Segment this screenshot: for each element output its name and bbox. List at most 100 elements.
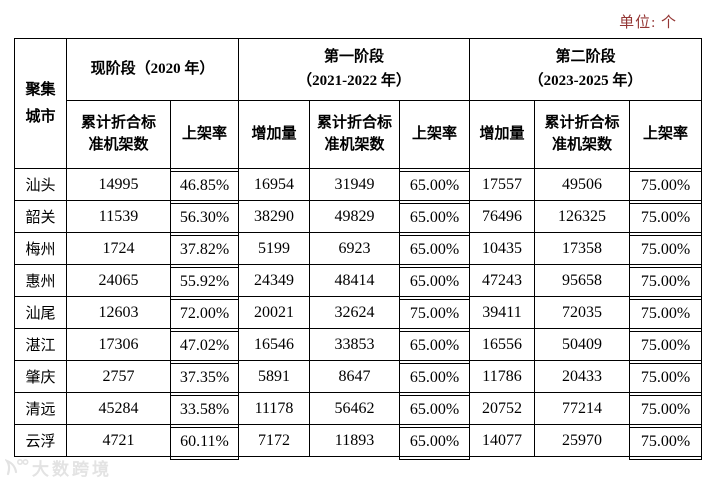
- group-header-stage-2-title: 第二阶段: [555, 49, 616, 66]
- city-cell: 汕尾: [14, 296, 67, 329]
- cell-stage2-rate: 75.00%: [629, 360, 703, 397]
- group-header-current-stage: 现阶段（2020 年）: [66, 38, 239, 101]
- unit-label: 单位: 个: [619, 15, 677, 31]
- cell-stage2-increase: 47243: [469, 264, 535, 297]
- group-header-stage-1-title: 第一阶段: [323, 49, 384, 66]
- city-cell: 湛江: [14, 328, 67, 361]
- col-header-current-racks: 累计折合标准机架数: [66, 100, 171, 169]
- city-cell: 云浮: [14, 424, 67, 457]
- cell-current-rate: 55.92%: [170, 264, 240, 301]
- group-header-current-stage-title: 现阶段（2020 年）: [90, 60, 215, 77]
- group-header-stage-2: 第二阶段 （2023-2025 年）: [469, 38, 702, 101]
- cell-current-rate: 56.30%: [170, 200, 240, 237]
- cell-current-rate: 37.82%: [170, 232, 240, 269]
- cell-stage1-rate: 65.00%: [399, 232, 471, 269]
- col-header-stage1-increase: 增加量: [238, 100, 310, 169]
- cell-stage1-racks: 56462: [309, 392, 400, 425]
- cell-stage1-rate: 65.00%: [399, 168, 471, 205]
- cell-stage1-racks: 32624: [309, 296, 400, 329]
- table-row: 清远 45284 33.58% 11178 56462 65.00% 20752 77214 7…: [14, 392, 703, 429]
- cell-current-racks: 45284: [66, 392, 171, 425]
- cell-stage2-racks: 50409: [534, 328, 630, 361]
- cell-stage1-racks: 31949: [309, 168, 400, 201]
- cell-stage1-racks: 33853: [309, 328, 400, 361]
- cell-stage1-increase: 5199: [238, 232, 310, 265]
- cell-stage1-racks: 6923: [309, 232, 400, 265]
- cell-current-racks: 1724: [66, 232, 171, 265]
- cell-current-racks: 4721: [66, 424, 171, 457]
- cell-stage2-rate: 75.00%: [629, 392, 703, 429]
- cell-stage2-increase: 76496: [469, 200, 535, 233]
- header-group-row: 聚集 城市 现阶段（2020 年） 第一阶段 （2021-2022 年） 第二阶…: [14, 38, 702, 169]
- cell-stage2-rate: 75.00%: [629, 168, 703, 205]
- table-row: 云浮 4721 60.11% 7172 11893 65.00% 14077 25970 75.…: [14, 424, 703, 461]
- group-header-stage-2-years: （2023-2025 年）: [528, 72, 643, 89]
- col-header-stage1-racks: 累计折合标准机架数: [309, 100, 400, 169]
- cell-stage2-racks: 25970: [534, 424, 630, 457]
- cell-stage1-rate: 65.00%: [399, 328, 471, 365]
- cell-stage1-rate: 75.00%: [399, 296, 471, 333]
- col-header-stage2-increase: 增加量: [469, 100, 535, 169]
- cell-stage2-racks: 17358: [534, 232, 630, 265]
- table-row: 湛江 17306 47.02% 16546 33853 65.00% 16556 50409 7…: [14, 328, 703, 365]
- cell-stage1-rate: 65.00%: [399, 200, 471, 237]
- watermark-text: 大数跨境: [32, 460, 112, 479]
- cell-current-rate: 47.02%: [170, 328, 240, 365]
- col-header-current-rate: 上架率: [170, 100, 239, 169]
- table-row: 梅州 1724 37.82% 5199 6923 65.00% 10435 17358 75.0…: [14, 232, 703, 269]
- cell-current-racks: 17306: [66, 328, 171, 361]
- group-header-stage-1: 第一阶段 （2021-2022 年）: [238, 38, 470, 101]
- cell-stage1-rate: 65.00%: [399, 360, 471, 397]
- cell-stage1-increase: 11178: [238, 392, 310, 425]
- cell-stage1-increase: 20021: [238, 296, 310, 329]
- cell-stage2-increase: 10435: [469, 232, 535, 265]
- cell-stage1-increase: 5891: [238, 360, 310, 393]
- cell-stage2-rate: 75.00%: [629, 264, 703, 301]
- cell-stage1-racks: 49829: [309, 200, 400, 233]
- cell-current-racks: 14995: [66, 168, 171, 201]
- cell-stage1-rate: 65.00%: [399, 424, 471, 461]
- cell-stage2-racks: 126325: [534, 200, 630, 233]
- cell-current-rate: 37.35%: [170, 360, 240, 397]
- city-cell: 惠州: [14, 264, 67, 297]
- cell-current-rate: 33.58%: [170, 392, 240, 429]
- cell-stage1-increase: 16954: [238, 168, 310, 201]
- city-cell: 韶关: [14, 200, 67, 233]
- col-header-stage2-racks: 累计折合标准机架数: [534, 100, 630, 169]
- city-cell: 肇庆: [14, 360, 67, 393]
- corner-header-cluster-city: 聚集 城市: [14, 38, 67, 169]
- cell-stage2-rate: 75.00%: [629, 200, 703, 237]
- cell-stage2-increase: 17557: [469, 168, 535, 201]
- city-cell: 汕头: [14, 168, 67, 201]
- cell-current-racks: 24065: [66, 264, 171, 297]
- cell-stage1-increase: 7172: [238, 424, 310, 457]
- header-subhead-row: 累计折合标准机架数 上架率 增加量 累计折合标准机架数 上架率 增加量 累计折合…: [15, 100, 702, 169]
- cell-stage2-racks: 95658: [534, 264, 630, 297]
- city-cell: 梅州: [14, 232, 67, 265]
- table-body: 汕头 14995 46.85% 16954 31949 65.00% 17557 49506 7…: [14, 168, 703, 461]
- table-row: 惠州 24065 55.92% 24349 48414 65.00% 47243 95658 7…: [14, 264, 703, 301]
- cell-stage2-increase: 20752: [469, 392, 535, 425]
- cell-stage2-increase: 39411: [469, 296, 535, 329]
- watermark-logo-icon: [5, 458, 29, 478]
- cell-stage1-increase: 24349: [238, 264, 310, 297]
- group-header-stage-1-years: （2021-2022 年）: [297, 72, 411, 89]
- cell-stage1-increase: 38290: [238, 200, 310, 233]
- table-row: 肇庆 2757 37.35% 5891 8647 65.00% 11786 20433 75.0…: [14, 360, 703, 397]
- cell-stage2-rate: 75.00%: [629, 328, 703, 365]
- table-row: 汕尾 12603 72.00% 20021 32624 75.00% 39411 72035 7…: [14, 296, 703, 333]
- cell-current-racks: 12603: [66, 296, 171, 329]
- cell-stage1-racks: 8647: [309, 360, 400, 393]
- cell-stage2-rate: 75.00%: [629, 296, 703, 333]
- cell-stage1-racks: 11893: [309, 424, 400, 457]
- cell-current-rate: 60.11%: [170, 424, 240, 461]
- cell-stage1-rate: 65.00%: [399, 392, 471, 429]
- cell-stage2-rate: 75.00%: [629, 232, 703, 269]
- cell-current-racks: 11539: [66, 200, 171, 233]
- cell-stage1-rate: 65.00%: [399, 264, 471, 301]
- cell-stage2-rate: 75.00%: [629, 424, 703, 461]
- table-row: 汕头 14995 46.85% 16954 31949 65.00% 17557 49506 7…: [14, 168, 703, 205]
- col-header-stage2-rate: 上架率: [629, 100, 702, 169]
- cell-current-rate: 72.00%: [170, 296, 240, 333]
- cell-stage2-racks: 77214: [534, 392, 630, 425]
